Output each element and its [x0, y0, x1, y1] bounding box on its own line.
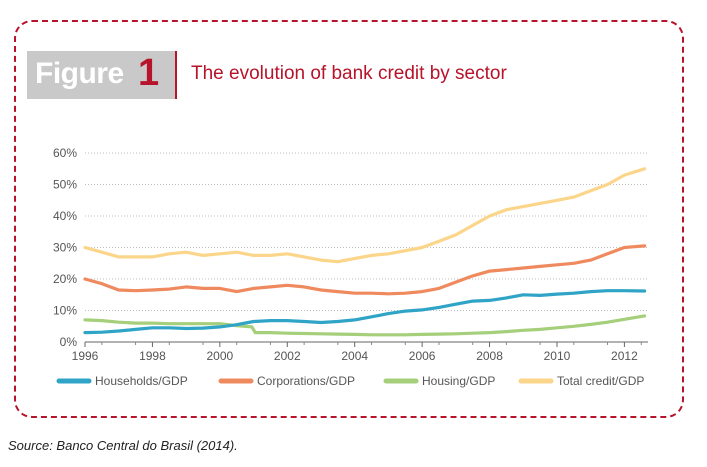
y-tick-label: 30%	[53, 241, 77, 255]
figure-title: The evolution of bank credit by sector	[191, 63, 507, 84]
x-tick-label: 2000	[206, 349, 233, 363]
y-tick-label: 40%	[53, 209, 77, 223]
x-tick-label: 1996	[72, 349, 99, 363]
series-line-households-gdp	[83, 289, 647, 335]
figure-label-number: 1	[138, 52, 160, 94]
x-tick-label: 1998	[139, 349, 166, 363]
y-tick-label: 20%	[53, 272, 77, 286]
y-tick-label: 0%	[60, 335, 78, 349]
series-line-corporations-gdp	[83, 244, 647, 296]
y-tick-label: 50%	[53, 178, 77, 192]
legend-label: Housing/GDP	[422, 374, 495, 388]
x-tick-label: 2008	[476, 349, 503, 363]
figure-label-box: Figure 1	[27, 51, 175, 99]
legend-label: Total credit/GDP	[557, 374, 644, 388]
legend-label: Households/GDP	[95, 374, 188, 388]
figure-frame	[14, 20, 684, 418]
figure-title-divider	[175, 51, 177, 99]
series-line-total-credit-gdp	[83, 167, 647, 264]
x-tick-label: 2010	[544, 349, 571, 363]
figure-label-word: Figure	[35, 57, 124, 90]
source-note: Source: Banco Central do Brasil (2014).	[8, 438, 238, 453]
y-tick-label: 60%	[53, 146, 77, 160]
legend-label: Corporations/GDP	[257, 374, 355, 388]
x-tick-label: 2004	[341, 349, 368, 363]
x-tick-label: 2012	[611, 349, 638, 363]
y-tick-label: 10%	[53, 304, 77, 318]
series-line-housing-gdp	[83, 314, 647, 337]
x-tick-label: 2002	[274, 349, 301, 363]
x-tick-label: 2006	[409, 349, 436, 363]
